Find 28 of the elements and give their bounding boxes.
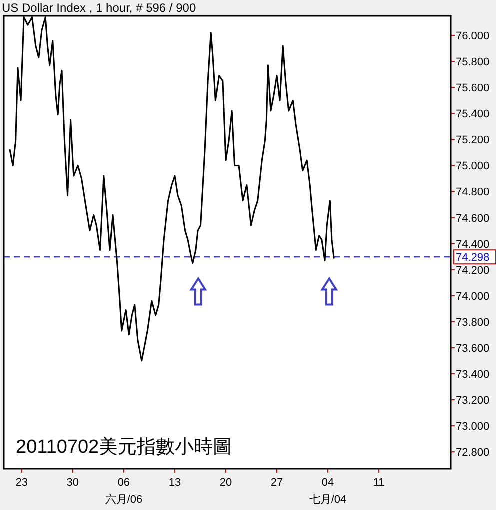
y-tick-label: 74.400 [456,238,490,251]
y-tick-label: 75.000 [456,160,490,173]
ref-line-label: 74.298 [456,252,490,264]
y-tick-label: 74.000 [456,290,490,303]
x-tick-label: 23 [16,477,28,489]
annotation: 20110702美元指數小時圖 [16,436,232,458]
y-tick-label: 73.800 [456,316,490,329]
x-tick-label: 30 [66,477,80,489]
y-tick-label: 75.400 [456,108,490,121]
y-tick-label: 75.200 [456,134,490,147]
y-tick-label: 75.600 [456,82,490,95]
y-tick-label: 76.000 [456,30,490,43]
chart-title: US Dollar Index , 1 hour, # 596 / 900 [2,1,196,15]
y-tick-label: 73.000 [456,421,490,434]
x-tick-label: 27 [270,477,284,489]
y-tick-label: 72.800 [456,447,490,460]
x-tick-label: 06 六月/06 [105,477,143,506]
x-tick-label: 04 七月/04 [309,477,347,506]
y-tick-label: 73.200 [456,395,490,408]
y-tick-label: 73.600 [456,342,490,355]
y-tick-label: 74.600 [456,212,490,225]
x-tick-label: 11 [373,477,385,489]
y-tick-label: 74.200 [456,264,490,277]
y-tick-label: 74.800 [456,186,490,199]
x-tick-label: 13 [168,477,182,489]
x-tick-label: 20 [220,477,232,489]
y-tick-label: 73.400 [456,368,490,381]
y-tick-label: 75.800 [456,56,490,69]
